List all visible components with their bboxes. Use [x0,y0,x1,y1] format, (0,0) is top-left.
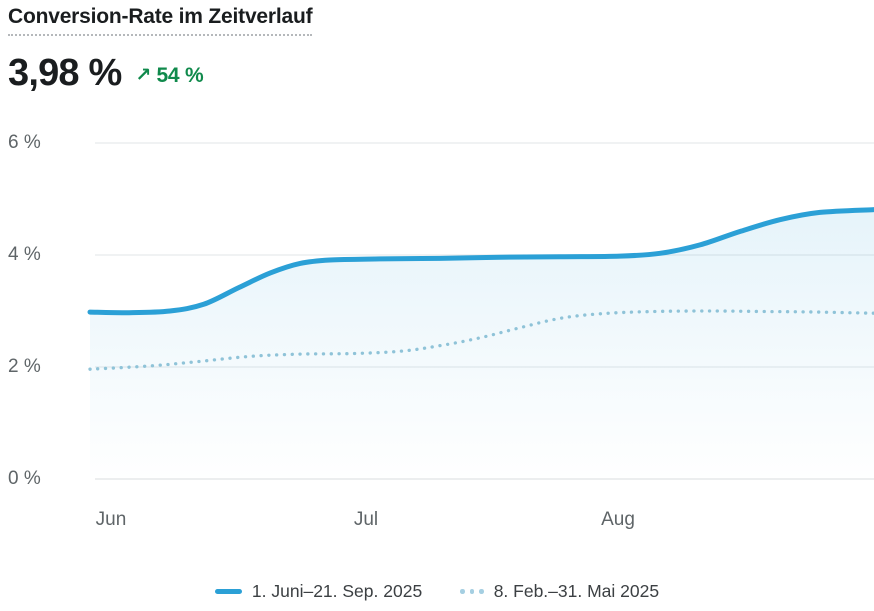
y-axis-label-2: 2 % [8,356,41,377]
y-axis-label-1: 4 % [8,244,41,265]
legend: 1. Juni–21. Sep. 2025 8. Feb.–31. Mai 20… [0,581,874,602]
chart-plot-area[interactable] [0,130,874,502]
x-axis-label-aug: Aug [601,509,635,530]
y-axis-label-0: 6 % [8,132,41,153]
solid-line-swatch-icon [214,589,242,594]
dotted-line-swatch-icon [460,589,484,594]
x-axis-label-jun: Jun [95,509,127,530]
trend-change-value: 54 % [156,63,204,87]
legend-item-previous-period: 8. Feb.–31. Mai 2025 [460,581,659,602]
current-period-line [87,207,874,316]
x-axis-label-jul: Jul [353,509,379,530]
legend-item-current-period: 1. Juni–21. Sep. 2025 [214,581,423,602]
y-axis-label-3: 0 % [8,468,41,489]
metric-value: 3,98 % [8,52,122,94]
chart-title[interactable]: Conversion-Rate im Zeitverlauf [8,5,313,36]
previous-period-line [88,309,874,371]
legend-label-current-period: 1. Juni–21. Sep. 2025 [251,581,423,601]
trend-indicator: ↗ 54 % [136,64,204,88]
trend-up-icon: ↗ [135,65,152,86]
current-period-area-fill [90,209,874,479]
metric-row: 3,98 % ↗ 54 % [8,52,204,95]
legend-label-previous-period: 8. Feb.–31. Mai 2025 [493,581,660,601]
